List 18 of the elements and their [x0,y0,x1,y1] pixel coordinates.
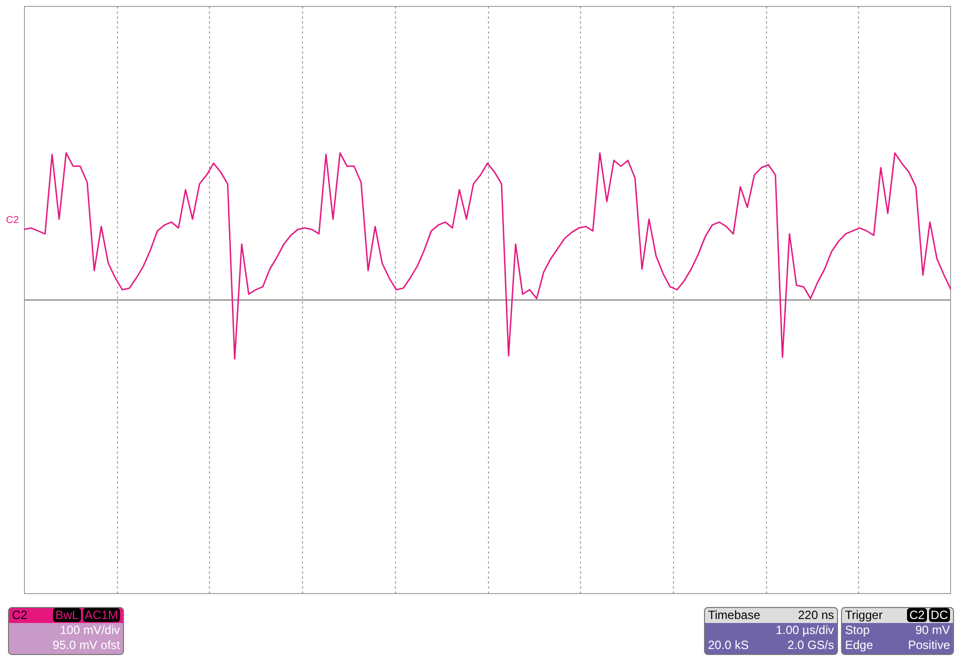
text: 90 mV [915,623,950,638]
text: 2.0 GS/s [787,638,834,653]
text: Stop [845,623,870,638]
text: Positive [908,638,950,653]
text: C2 [907,608,927,622]
text: AC1M [82,608,120,622]
text: 95.0 mV ofst [52,638,120,653]
text: 1.00 µs/div [776,623,834,638]
text: C2 [12,608,28,623]
text: C2 [6,215,19,226]
text: 100 mV/div [60,623,120,638]
text: BwL [53,608,81,622]
text: Trigger [845,608,883,623]
text: 220 ns [798,608,834,623]
text: DC [928,608,950,622]
text: 20.0 kS [708,638,749,653]
text: Edge [845,638,874,653]
text: Timebase [708,608,760,623]
